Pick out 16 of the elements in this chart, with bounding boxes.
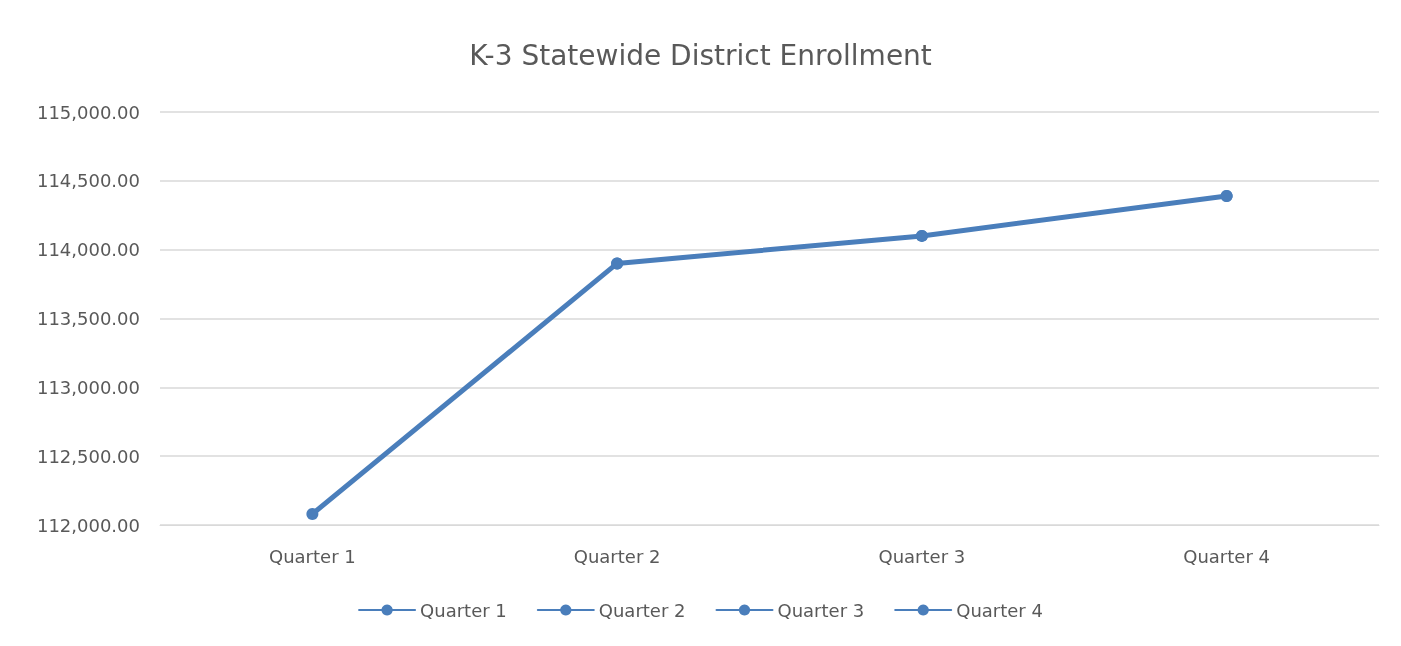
x-tick-label: Quarter 1 — [269, 545, 356, 567]
y-tick-label: 114,500.00 — [36, 170, 140, 192]
x-tick-label: Quarter 2 — [573, 545, 661, 567]
x-tick-label: Quarter 4 — [1183, 545, 1270, 567]
legend-label: Quarter 2 — [598, 599, 686, 621]
y-tick-label: 114,000.00 — [36, 239, 140, 261]
y-tick-label: 113,000.00 — [36, 376, 140, 398]
y-tick-label: 113,500.00 — [36, 308, 140, 329]
chart-title: K-3 Statewide District Enrollment — [469, 38, 932, 72]
y-tick-label: 112,000.00 — [36, 514, 140, 536]
x-tick-label: Quarter 3 — [878, 545, 966, 567]
legend-label: Quarter 1 — [420, 599, 507, 621]
y-tick-label: 112,500.00 — [36, 445, 140, 467]
y-tick-label: 115,000.00 — [36, 101, 140, 123]
legend-label: Quarter 3 — [777, 599, 865, 621]
legend-label: Quarter 4 — [956, 599, 1043, 621]
